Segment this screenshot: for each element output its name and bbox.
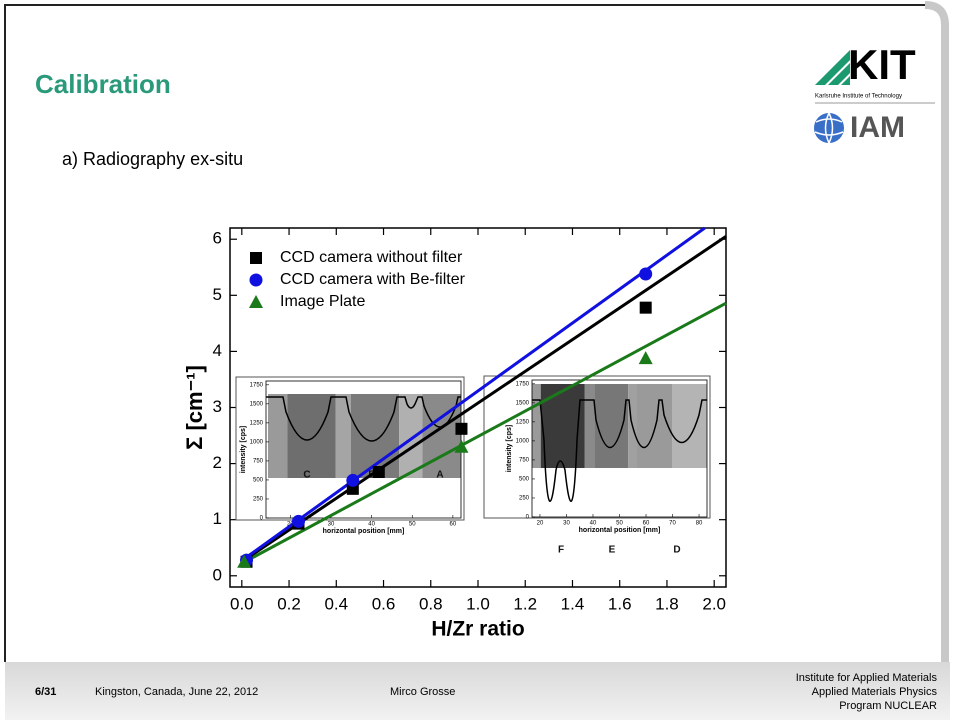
inset-sample-label: E — [609, 545, 616, 556]
x-tick-label: 1.2 — [513, 594, 537, 613]
inset-x-tick-label: 60 — [450, 522, 457, 528]
y-tick-label: 6 — [213, 229, 222, 248]
inset-image-band — [672, 384, 707, 468]
logo-name: KIT — [848, 41, 916, 88]
inset-image-band — [585, 384, 596, 468]
inset-y-tick-label: 250 — [519, 496, 530, 502]
inset-x-title: horizontal position [mm] — [579, 527, 661, 534]
legend-label: Image Plate — [280, 293, 365, 310]
logo-unit: IAM — [850, 111, 905, 144]
data-point — [346, 474, 359, 487]
inset-y-tick-label: 1000 — [250, 439, 264, 445]
legend-label: CCD camera without filter — [280, 249, 463, 266]
inset-x-tick-label: 40 — [590, 521, 597, 527]
inset-y-title: intensity [cps] — [240, 426, 247, 473]
y-tick-label: 1 — [213, 509, 222, 528]
inset-image-band — [595, 384, 628, 468]
legend-marker — [250, 252, 262, 264]
x-tick-label: 0.4 — [324, 594, 348, 613]
x-axis-title: H/Zr ratio — [431, 618, 524, 641]
page-number: 6/31 — [35, 686, 56, 698]
y-tick-label: 3 — [213, 397, 222, 416]
x-tick-label: 1.8 — [655, 594, 679, 613]
inset-x-tick-label: 70 — [669, 521, 676, 527]
inset-image-band — [287, 394, 335, 478]
inset-y-title: intensity [cps] — [506, 425, 513, 472]
inset-x-tick-label: 60 — [643, 521, 650, 527]
inset-x-tick-label: 30 — [563, 521, 570, 527]
footer-affiliation: Institute for Applied Materials — [796, 672, 938, 684]
y-tick-label: 2 — [213, 453, 222, 472]
inset-y-tick-label: 1500 — [516, 400, 530, 406]
footer-affiliation: Program NUCLEAR — [839, 700, 937, 712]
y-tick-label: 5 — [213, 285, 222, 304]
inset-x-tick-label: 20 — [537, 521, 544, 527]
inset-y-tick-label: 250 — [253, 497, 264, 503]
inset-y-tick-label: 1750 — [516, 381, 530, 387]
inset-x-tick-label: 50 — [409, 522, 416, 528]
data-point — [640, 302, 652, 314]
inset-x-title: horizontal position [mm] — [323, 528, 405, 535]
x-tick-label: 1.6 — [608, 594, 632, 613]
footer-affiliation: Applied Materials Physics — [812, 686, 938, 698]
inset-y-tick-label: 500 — [519, 477, 530, 483]
footer-place: Kingston, Canada, June 22, 2012 — [95, 686, 258, 698]
slide: Calibration a) Radiography ex-situ KIT K… — [0, 0, 955, 720]
x-tick-label: 0.2 — [277, 594, 301, 613]
inset-y-tick-label: 1000 — [516, 438, 530, 444]
data-point — [292, 515, 305, 528]
inset-sample-label: A — [436, 470, 443, 481]
inset-y-tick-label: 500 — [253, 478, 264, 484]
inset-x-tick-label: 50 — [616, 521, 623, 527]
legend-marker — [250, 274, 263, 287]
data-point — [639, 267, 652, 280]
inset-y-tick-label: 1750 — [250, 382, 264, 388]
inset-y-tick-label: 1250 — [250, 420, 264, 426]
inset-image-band — [399, 394, 422, 478]
x-tick-label: 2.0 — [702, 594, 726, 613]
inset-image-band — [532, 384, 541, 468]
inset-x-tick-label: 40 — [368, 522, 375, 528]
data-point — [373, 466, 385, 478]
inset-y-tick-label: 1500 — [250, 401, 264, 407]
inset-y-tick-label: 750 — [253, 458, 264, 464]
legend-label: CCD camera with Be-filter — [280, 271, 466, 288]
inset-sample-label: C — [303, 470, 310, 481]
y-axis-title: Σ [cm⁻¹] — [182, 365, 207, 450]
page: {"header": {"title": "Calibration", "sub… — [0, 0, 955, 720]
inset-sample-label: D — [673, 545, 680, 556]
inset-y-tick-label: 1250 — [516, 419, 530, 425]
x-tick-label: 0.6 — [372, 594, 396, 613]
logo-institute: Karlsruhe Institute of Technology — [815, 94, 902, 100]
inset-sample-label: F — [558, 545, 564, 556]
footer-author: Mirco Grosse — [390, 686, 455, 698]
y-tick-label: 0 — [213, 565, 222, 584]
x-tick-label: 1.0 — [466, 594, 490, 613]
data-point — [455, 423, 467, 435]
inset-y-tick-label: 750 — [519, 457, 530, 463]
x-tick-label: 0.8 — [419, 594, 443, 613]
inset-x-tick-label: 30 — [328, 522, 335, 528]
x-tick-label: 1.4 — [561, 594, 585, 613]
inset-image-band — [637, 384, 672, 468]
slide-title: Calibration — [35, 69, 171, 99]
logo-globe — [814, 113, 844, 143]
inset-x-tick-label: 80 — [696, 521, 703, 527]
x-tick-label: 0.0 — [230, 594, 254, 613]
subtitle: a) Radiography ex-situ — [62, 149, 243, 169]
y-tick-label: 4 — [213, 341, 222, 360]
